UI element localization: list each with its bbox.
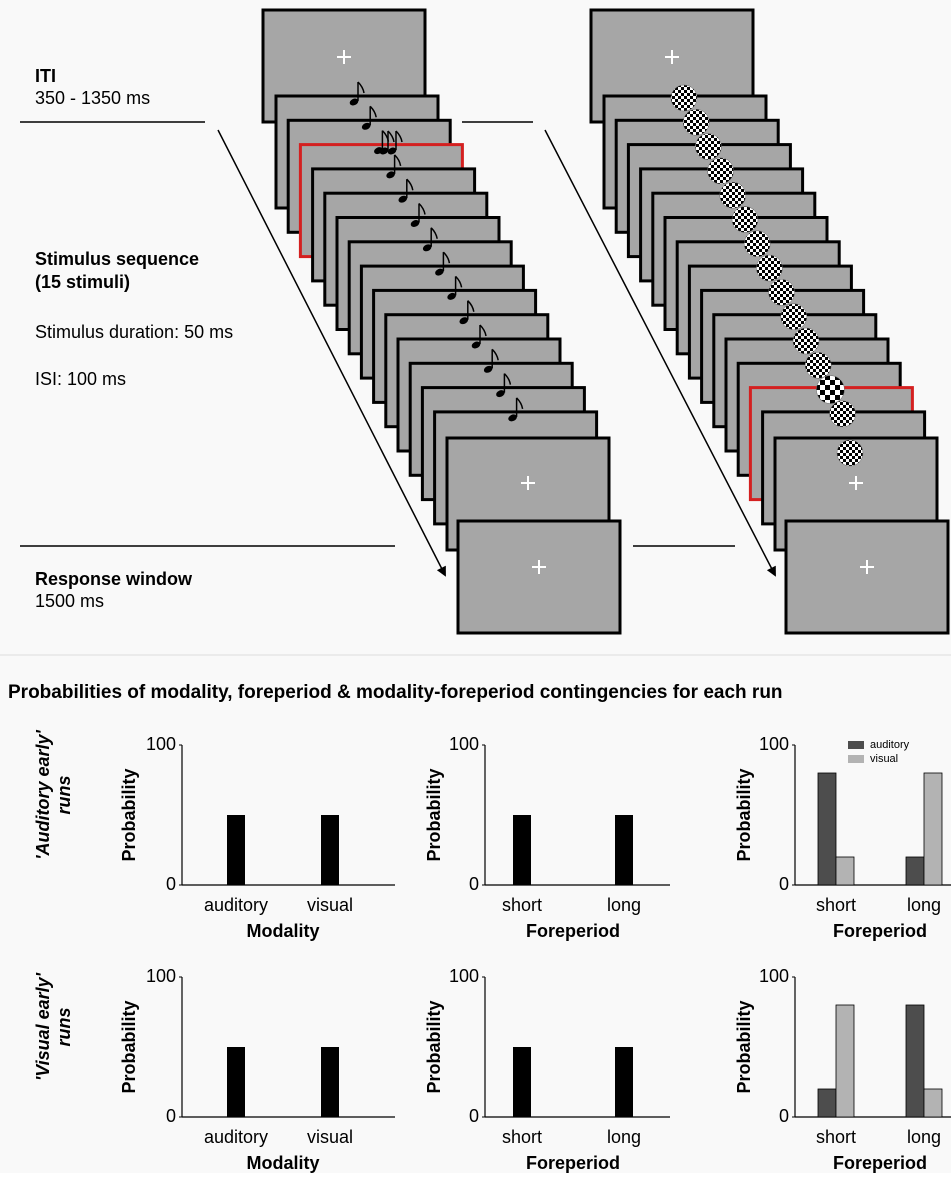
bar xyxy=(836,857,854,885)
x-axis-label: Foreperiod xyxy=(526,1153,620,1173)
y-tick-label: 100 xyxy=(759,734,789,754)
bar xyxy=(924,1089,942,1117)
bar xyxy=(836,1005,854,1117)
panel-title: Probabilities of modality, foreperiod & … xyxy=(8,682,783,703)
y-axis-label: Probability xyxy=(424,768,444,861)
response-title: Response window xyxy=(35,569,193,589)
x-axis-label: Modality xyxy=(246,1153,319,1173)
checkerboard-icon xyxy=(805,352,831,378)
bar xyxy=(513,1047,531,1117)
y-tick-label: 0 xyxy=(166,1106,176,1126)
legend-label: visual xyxy=(870,753,898,765)
screen xyxy=(458,521,620,633)
checkerboard-icon xyxy=(732,207,758,233)
checkerboard-icon xyxy=(708,158,734,184)
stimulus-duration: Stimulus duration: 50 ms xyxy=(35,322,233,342)
x-tick-label: short xyxy=(502,895,542,915)
checkerboard-icon xyxy=(781,304,807,330)
legend-label: auditory xyxy=(870,739,910,751)
legend-swatch xyxy=(848,741,864,749)
x-tick-label: short xyxy=(502,1127,542,1147)
bar xyxy=(615,815,633,885)
y-axis-label: Probability xyxy=(734,1000,754,1093)
checkerboard-icon xyxy=(837,440,863,466)
sequence-title: Stimulus sequence xyxy=(35,249,199,269)
x-tick-label: long xyxy=(607,1127,641,1147)
y-tick-label: 100 xyxy=(449,966,479,986)
y-tick-label: 100 xyxy=(449,734,479,754)
row-label: runs xyxy=(54,1007,74,1046)
x-tick-label: visual xyxy=(307,1127,353,1147)
checkerboard-icon xyxy=(671,85,697,111)
sequence-title: (15 stimuli) xyxy=(35,272,130,292)
y-tick-label: 0 xyxy=(469,874,479,894)
y-tick-label: 0 xyxy=(779,874,789,894)
iti-title: ITI xyxy=(35,66,56,86)
y-tick-label: 100 xyxy=(146,966,176,986)
x-tick-label: auditory xyxy=(204,1127,268,1147)
response-duration: 1500 ms xyxy=(35,591,104,611)
x-tick-label: long xyxy=(607,895,641,915)
x-tick-label: auditory xyxy=(204,895,268,915)
y-tick-label: 0 xyxy=(469,1106,479,1126)
y-tick-label: 100 xyxy=(759,966,789,986)
checkerboard-icon xyxy=(756,255,782,281)
checkerboard-icon xyxy=(744,231,770,257)
x-axis-label: Modality xyxy=(246,921,319,941)
y-axis-label: Probability xyxy=(119,1000,139,1093)
x-tick-label: visual xyxy=(307,895,353,915)
checkerboard-icon xyxy=(793,328,819,354)
x-tick-label: long xyxy=(907,1127,941,1147)
y-axis-label: Probability xyxy=(734,768,754,861)
row-label: runs xyxy=(54,775,74,814)
y-axis-label: Probability xyxy=(119,768,139,861)
legend-swatch xyxy=(848,755,864,763)
checkerboard-icon xyxy=(683,109,709,135)
x-tick-label: short xyxy=(816,1127,856,1147)
bar xyxy=(906,1005,924,1117)
checkerboard-icon xyxy=(830,401,856,427)
bar xyxy=(227,815,245,885)
checkerboard-icon xyxy=(720,182,746,208)
row-label: 'Visual early' xyxy=(33,972,53,1081)
bar xyxy=(513,815,531,885)
screen xyxy=(786,521,948,633)
x-tick-label: short xyxy=(816,895,856,915)
isi: ISI: 100 ms xyxy=(35,369,126,389)
checkerboard-icon xyxy=(769,279,795,305)
row-label: 'Auditory early' xyxy=(33,729,53,859)
bar xyxy=(227,1047,245,1117)
y-axis-label: Probability xyxy=(424,1000,444,1093)
bar xyxy=(924,773,942,885)
bar xyxy=(818,773,836,885)
bar xyxy=(906,857,924,885)
x-axis-label: Foreperiod xyxy=(526,921,620,941)
y-tick-label: 0 xyxy=(166,874,176,894)
bar xyxy=(321,1047,339,1117)
iti-duration: 350 - 1350 ms xyxy=(35,88,150,108)
bar xyxy=(615,1047,633,1117)
x-axis-label: Foreperiod xyxy=(833,1153,927,1173)
bar xyxy=(321,815,339,885)
y-tick-label: 100 xyxy=(146,734,176,754)
bar xyxy=(818,1089,836,1117)
checkerboard-icon xyxy=(695,134,721,160)
x-tick-label: long xyxy=(907,895,941,915)
x-axis-label: Foreperiod xyxy=(833,921,927,941)
checkerboard-icon xyxy=(816,376,844,404)
y-tick-label: 0 xyxy=(779,1106,789,1126)
figure: ITI 350 - 1350 ms Stimulus sequence (15 … xyxy=(0,0,951,1173)
